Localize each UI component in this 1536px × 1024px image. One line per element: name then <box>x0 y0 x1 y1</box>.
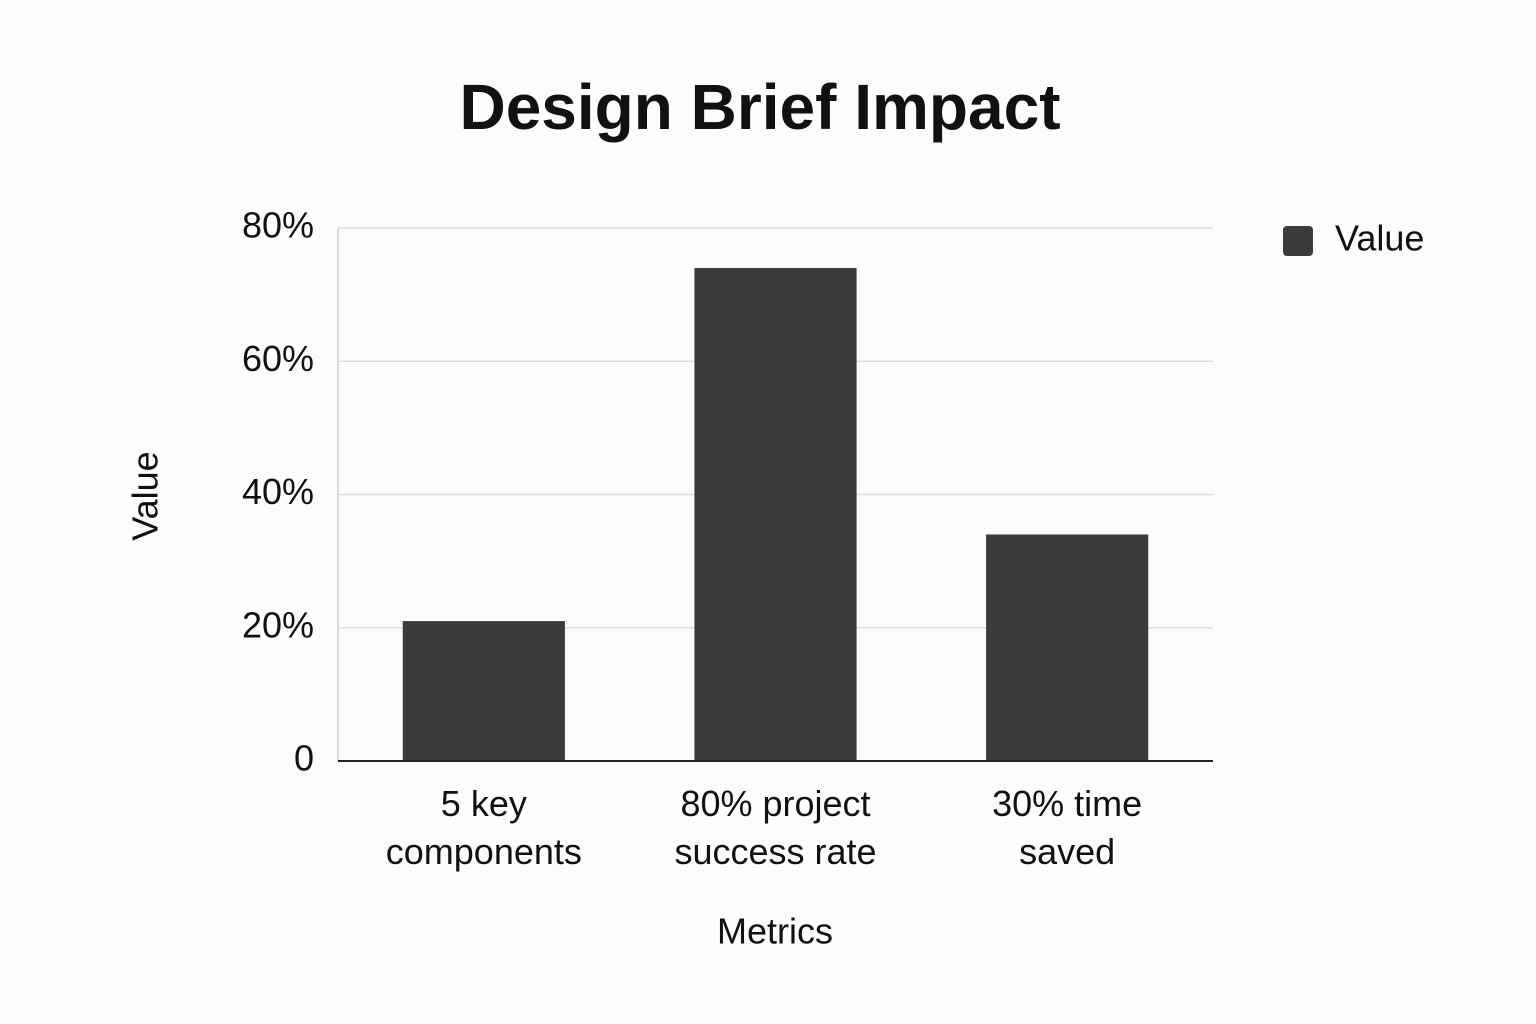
bar <box>986 534 1149 761</box>
bar <box>694 267 857 761</box>
x-tick-label: 5 key components <box>386 783 582 872</box>
y-tick-label: 80% <box>242 205 314 246</box>
x-tick-label: 80% project success rate <box>674 783 876 872</box>
x-axis-label: Metrics <box>717 911 833 952</box>
y-axis-label: Value <box>125 451 166 540</box>
y-tick-label: 0 <box>294 738 314 779</box>
bar <box>402 621 565 761</box>
y-tick-label: 20% <box>242 604 314 645</box>
y-tick-label: 40% <box>242 471 314 512</box>
y-tick-label: 60% <box>242 338 314 379</box>
legend-label: Value <box>1335 218 1424 259</box>
x-tick-label: 30% time saved <box>992 783 1142 872</box>
legend-swatch <box>1283 226 1313 256</box>
chart-title: Design Brief Impact <box>459 71 1060 143</box>
